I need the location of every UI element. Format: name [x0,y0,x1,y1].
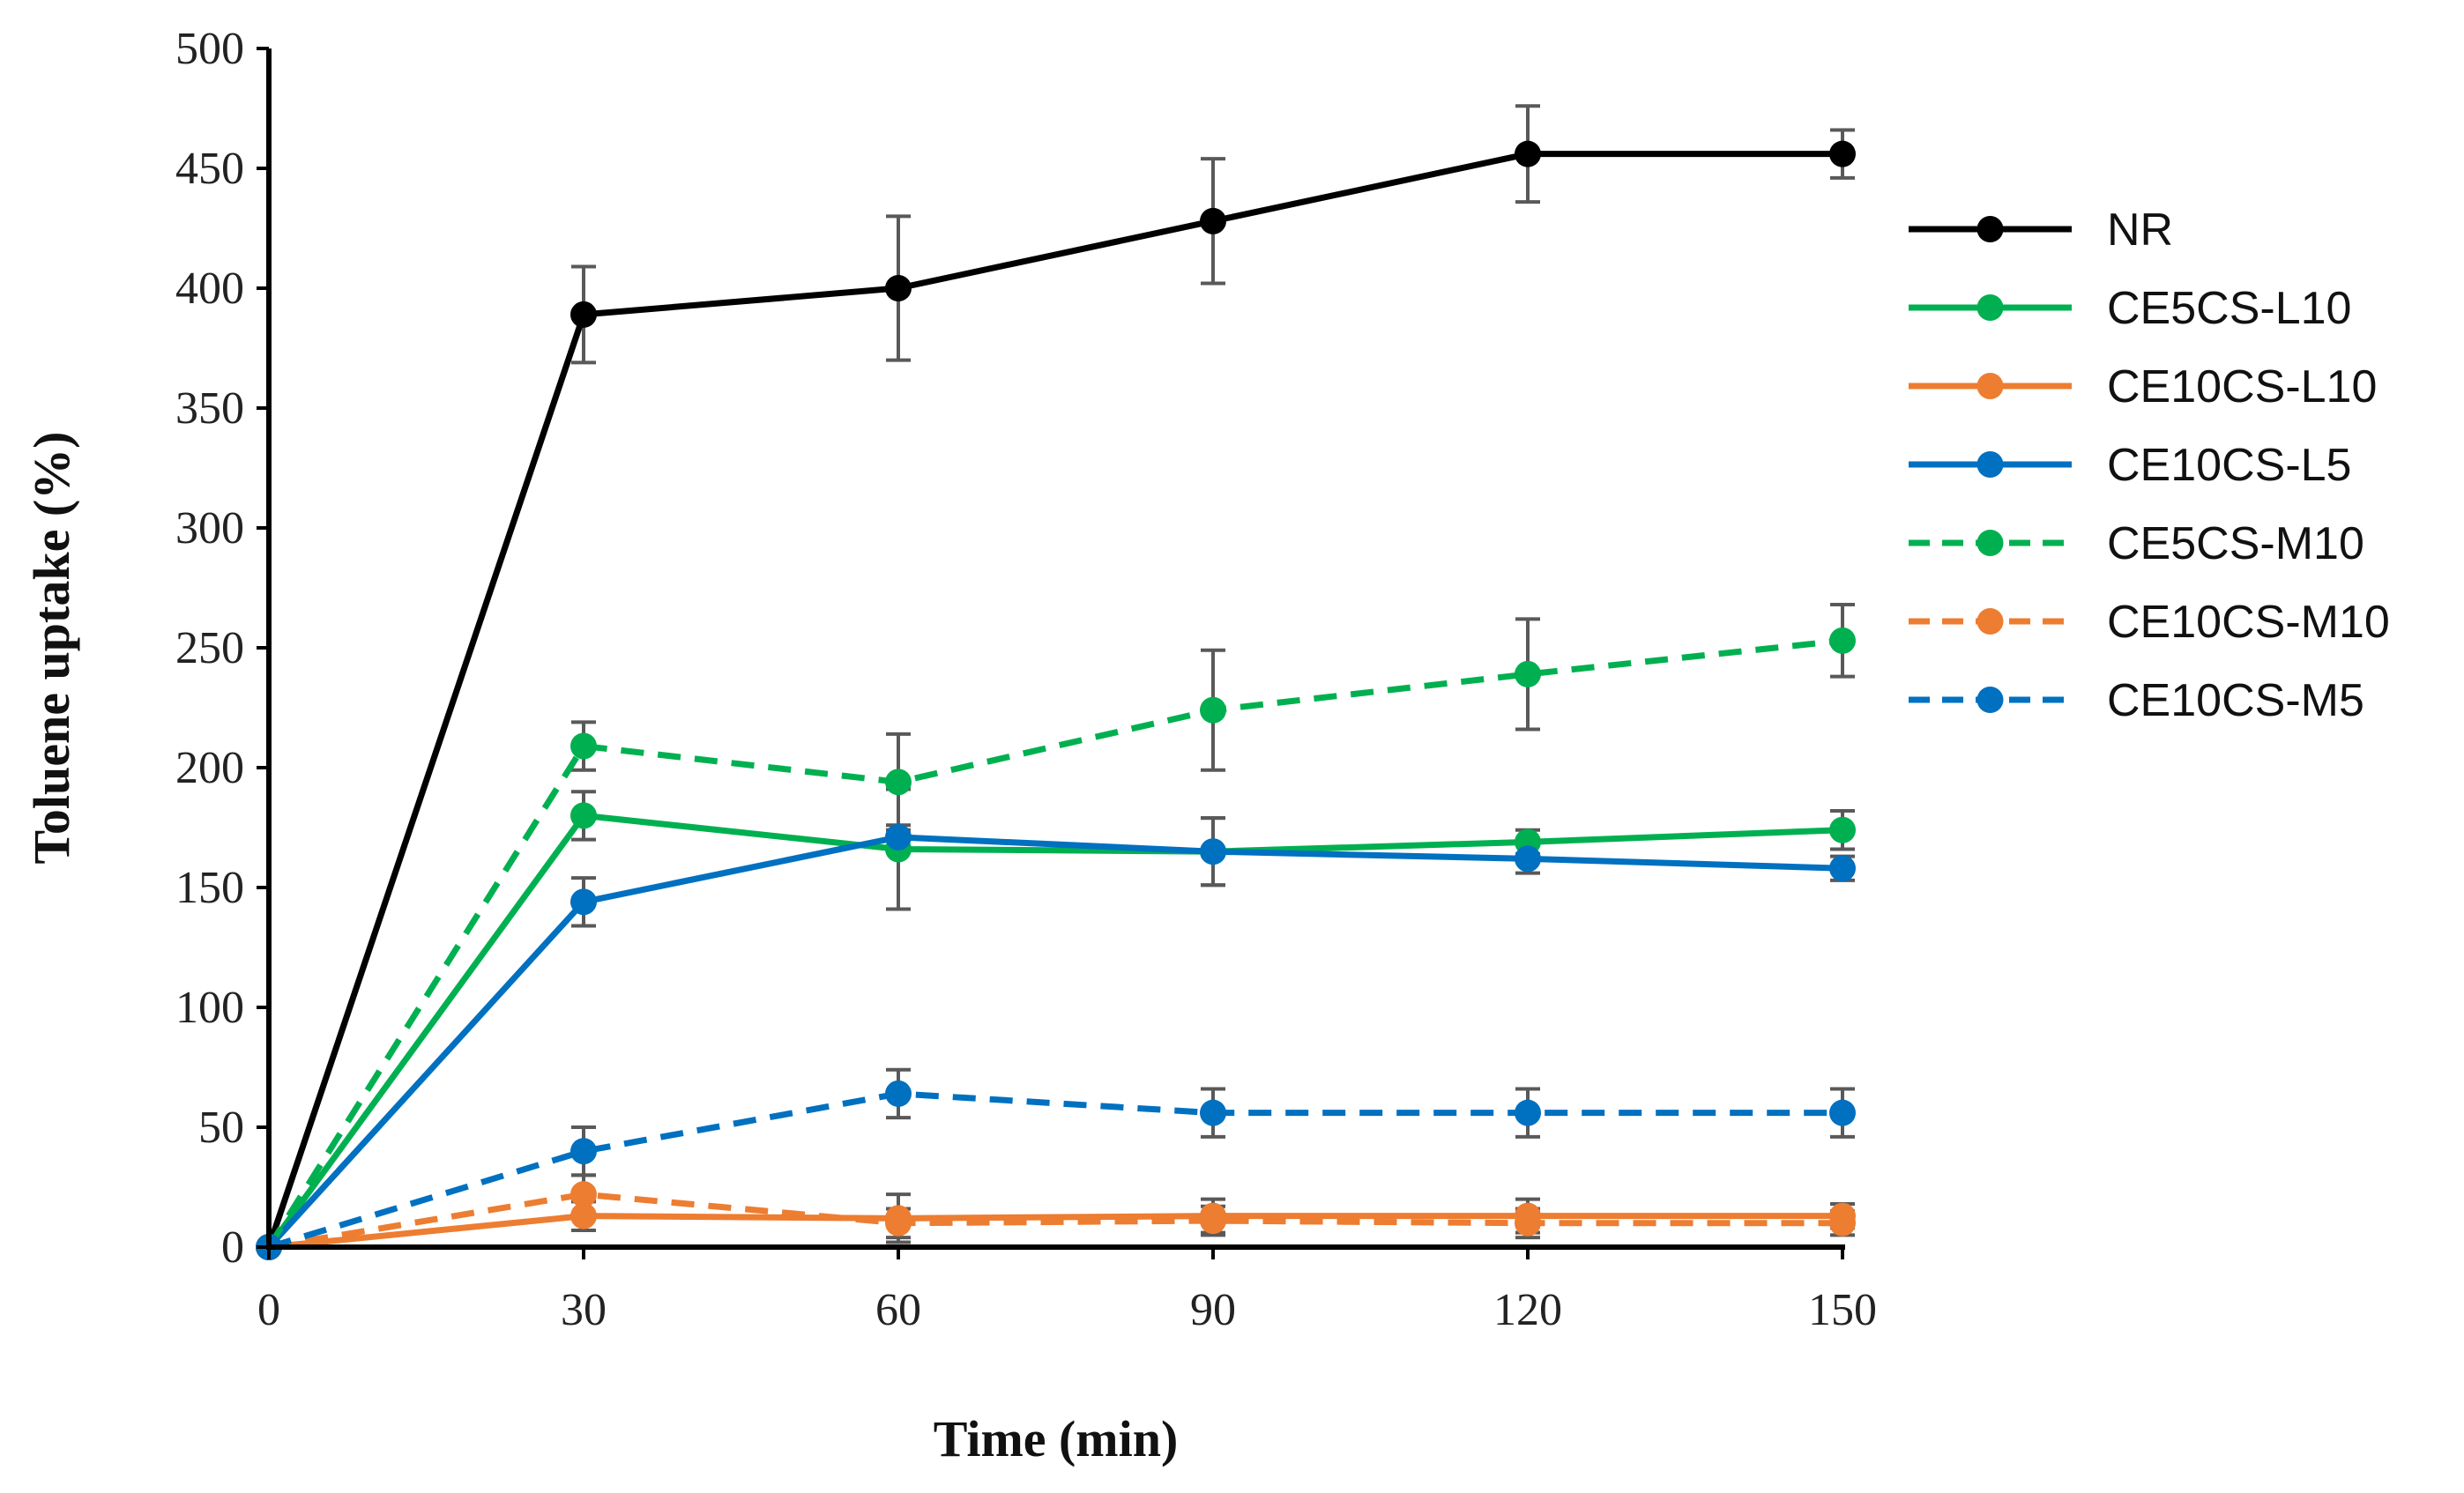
x-tick-label: 60 [875,1285,921,1335]
y-tick-label: 250 [175,623,244,673]
data-point-ce10cs-m5 [1200,1099,1226,1126]
legend-label: CE10CS-M10 [2107,597,2390,648]
data-point-ce10cs-l5 [1829,855,1856,882]
legend-marker-ce10cs-m10 [1976,608,2004,635]
series-line-nr [265,151,1842,1249]
legend-label: NR [2107,204,2173,256]
data-point-ce5cs-m10 [1829,627,1856,654]
series-line-ce10cs-m5 [267,1090,1842,1251]
data-point-ce5cs-m10 [885,769,912,796]
y-tick-label: 50 [198,1103,244,1153]
legend-marker-ce10cs-l5 [1976,451,2004,478]
x-tick-label: 30 [561,1285,607,1335]
data-point-ce10cs-l5 [885,823,912,850]
legend-marker-ce10cs-l10 [1976,373,2004,399]
y-tick-label: 200 [175,743,244,793]
data-point-ce5cs-l10 [1829,816,1856,843]
tick-labels-layer: 0 50 100 150 200 250 300 350 400 450 500 0 30 60 90 120… [175,24,1877,1335]
legend-marker-ce5cs-l10 [1976,294,2004,321]
series-line-ce5cs-m10 [266,637,1843,1249]
data-point-ce10cs-m10 [885,1209,912,1237]
data-point-nr [1200,207,1226,234]
x-axis-title: Time (min) [934,1410,1179,1467]
series-markers-layer [256,140,1856,1260]
data-point-ce10cs-m5 [1515,1099,1541,1126]
series-line-ce10cs-m10 [268,1191,1842,1251]
legend: NR CE5CS-L10 CE10CS-L10 CE10CS-L5 CE5CS-M10 C… [1909,204,2390,726]
y-tick-label: 100 [175,983,244,1033]
data-point-ce10cs-m10 [1829,1209,1856,1237]
data-point-nr [570,301,597,328]
legend-label: CE10CS-L10 [2107,361,2377,412]
y-tick-label: 400 [175,264,244,314]
data-point-nr [1829,140,1856,167]
data-point-ce10cs-m5 [570,1138,597,1165]
axes-layer [257,47,1845,1259]
legend-label: CE5CS-L10 [2107,283,2351,334]
legend-marker-ce5cs-m10 [1976,530,2004,556]
data-point-ce10cs-m10 [1200,1207,1226,1235]
series-line-ce10cs-l5 [266,834,1843,1250]
legend-marker-ce10cs-m5 [1976,687,2004,713]
data-point-ce10cs-m5 [885,1080,912,1107]
y-tick-label: 350 [175,383,244,434]
data-point-ce10cs-m5 [1829,1099,1856,1126]
y-tick-label: 0 [221,1222,244,1273]
x-tick-label: 0 [257,1285,280,1335]
series-line-ce5cs-l10 [266,812,1843,1250]
y-axis-title: Toluene uptake (%) [23,432,80,865]
data-point-ce5cs-m10 [1200,696,1226,724]
data-point-nr [885,275,912,301]
data-point-ce5cs-l10 [570,802,597,829]
y-tick-label: 450 [175,144,244,194]
x-tick-label: 90 [1190,1285,1236,1335]
legend-label: CE10CS-M5 [2107,675,2364,726]
x-tick-label: 150 [1808,1285,1877,1335]
data-point-nr [1515,140,1541,167]
data-point-ce5cs-m10 [1515,660,1541,687]
data-point-ce10cs-l5 [1200,838,1226,865]
error-bars-layer [571,104,1855,1244]
y-tick-label: 150 [175,863,244,913]
y-tick-label: 500 [175,24,244,74]
data-point-ce10cs-l5 [1515,845,1541,873]
data-point-ce10cs-m10 [570,1181,597,1208]
legend-label: CE5CS-M10 [2107,518,2364,569]
data-point-ce10cs-l10 [570,1202,597,1229]
data-point-ce10cs-l5 [570,888,597,916]
series-lines-layer [265,151,1843,1251]
legend-label: CE10CS-L5 [2107,440,2351,491]
legend-marker-nr [1976,216,2004,242]
y-tick-label: 300 [175,503,244,553]
data-point-ce5cs-m10 [570,732,597,760]
x-tick-label: 120 [1493,1285,1562,1335]
series-line-ce10cs-l10 [268,1213,1842,1251]
data-point-ce10cs-m10 [1515,1209,1541,1237]
